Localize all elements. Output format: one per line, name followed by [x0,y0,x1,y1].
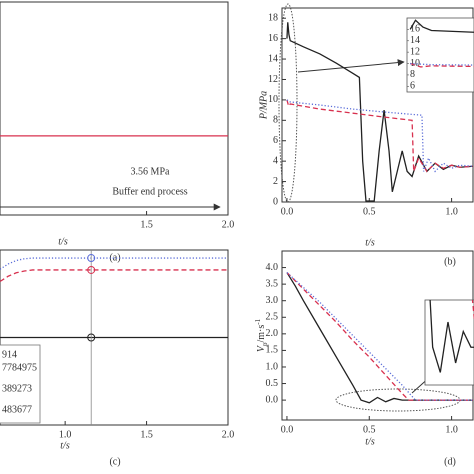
caption: (d) [444,456,456,467]
readout-text: 7784975 [2,362,37,373]
y-tick-label: 0 [273,196,278,207]
y-tick-label: 10 [268,94,278,105]
y-tick-label: 2 [273,176,278,187]
panel: 1.0 1.5 2.0 t/s (c) 914 7784975 389273 483677 [0,249,235,467]
series-line [429,300,474,373]
x-axis-label: t/s [365,436,375,447]
x-tick-label: 0.0 [281,424,294,435]
y-axis-label: P/MPa [258,91,269,120]
inset-y-tick-label: 6 [410,81,415,92]
y-label-main: V [256,344,267,352]
plot-frame [281,7,474,203]
y-tick-label: 8 [273,115,278,126]
annotation: Buffer end process [112,186,187,197]
x-tick-label: 1.5 [140,429,153,440]
inset-y-tick-label: 10 [410,58,420,69]
readout-text: 914 [2,349,17,360]
x-tick-label: 2.0 [222,429,235,440]
plot-frame [0,1,229,216]
x-tick-label: 0.5 [363,206,376,217]
y-tick-label: 1.0 [266,361,279,372]
readout-box [0,344,41,424]
cursor-point [87,254,96,263]
x-tick-label: 1.0 [445,424,458,435]
y-tick-label: 4 [273,155,278,166]
caption: (a) [109,252,120,263]
readout-text: 389273 [2,383,32,394]
inset-y-tick-label: 8 [410,69,415,80]
series-line [286,272,473,401]
cursor-point [87,333,96,342]
y-tick-label: 18 [268,13,278,24]
x-axis-label: t/s [365,237,375,248]
y-tick-label: 0.0 [266,394,279,405]
cursor-point [87,265,96,274]
y-tick-label: 16 [268,33,278,44]
caption: (b) [444,256,456,267]
x-tick-label: 1.0 [59,429,72,440]
y-tick-label: 12 [268,74,278,85]
inset [424,299,474,386]
inset-y-tick-label: 16 [410,24,420,35]
inset-frame [424,299,474,386]
y-tick-label: 4.0 [266,262,279,273]
y-tick-label: 1.5 [266,345,279,356]
y-tick-label: 14 [268,53,278,64]
inset-y-tick-label: 12 [410,46,420,57]
x-tick-label: 1.0 [445,206,458,217]
y-tick-label: 0.5 [266,378,279,389]
y-tick-label: 2.5 [266,312,279,323]
y-tick-label: 2.0 [266,328,279,339]
x-tick-label: 0.0 [281,206,294,217]
y-tick-label: 6 [273,135,278,146]
annotation: 3.56 MPa [131,166,170,177]
y-tick-label: 3.5 [266,278,279,289]
series-line [0,269,228,283]
y-label-sub: p [261,342,269,346]
caption: (c) [109,456,120,467]
panel: 1.5 2.0 t/s (a) 3.56 MPa Buffer end process [0,1,235,263]
series-line [286,272,473,404]
y-label-sup: -1 [254,318,262,324]
y-axis-label: Vp/m·s-1 [254,318,269,352]
x-tick-label: 1.5 [140,219,153,230]
arrow [297,59,405,73]
series-line [0,257,228,270]
x-tick-label: 2.0 [222,219,235,230]
y-tick-label: 3.0 [266,295,279,306]
y-label-after: /m·s [256,325,267,343]
x-axis-label: t/s [60,440,70,451]
x-axis-label: t/s [58,236,68,247]
series-line [286,99,473,173]
readout-text: 483677 [2,404,32,415]
x-tick-label: 0.5 [363,424,376,435]
series-line [286,99,473,173]
inset-y-tick-label: 14 [410,35,420,46]
